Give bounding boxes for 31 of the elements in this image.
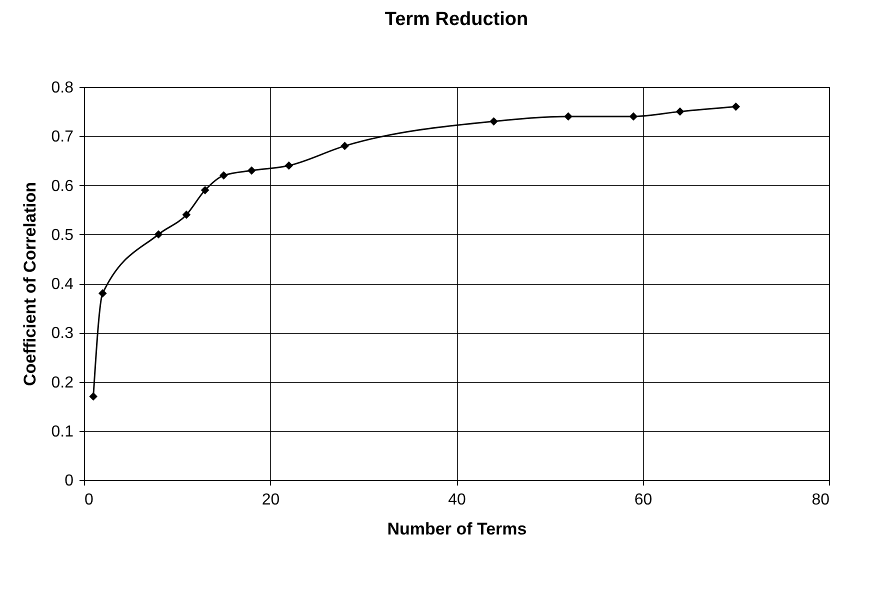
y-tick-label: 0.6 xyxy=(51,178,74,195)
x-tick-label: 60 xyxy=(634,492,652,508)
y-tick-label: 0 xyxy=(64,472,74,490)
point xyxy=(284,161,294,170)
y-tick-label: 0.4 xyxy=(51,276,74,293)
point xyxy=(564,112,572,121)
point xyxy=(200,186,210,194)
point xyxy=(629,112,638,121)
y-tick-label: 0.2 xyxy=(51,374,74,392)
x-tick-label: 40 xyxy=(448,492,466,508)
x-tick-label: 80 xyxy=(812,492,830,508)
point xyxy=(154,230,163,239)
y-tick-label: 0.3 xyxy=(51,325,74,342)
point xyxy=(247,166,256,175)
point xyxy=(89,392,98,401)
y-tick-label: 0.8 xyxy=(51,80,74,96)
y-tick-label: 0.1 xyxy=(51,423,74,440)
point xyxy=(490,117,498,126)
point xyxy=(340,142,349,150)
x-tick-label: 20 xyxy=(262,492,280,508)
point xyxy=(98,289,107,298)
point xyxy=(676,107,684,116)
point xyxy=(182,210,191,219)
x-axis-title: Number of Terms xyxy=(387,520,527,538)
x-tick-label: 0 xyxy=(84,492,94,508)
y-axis-title: Coefficient of Correlation xyxy=(20,182,40,386)
y-tick-label: 0.7 xyxy=(51,128,74,146)
point xyxy=(732,102,740,111)
chart-title: Term Reduction xyxy=(384,9,528,30)
point xyxy=(220,171,228,180)
y-tick-label: 0.5 xyxy=(51,226,74,244)
